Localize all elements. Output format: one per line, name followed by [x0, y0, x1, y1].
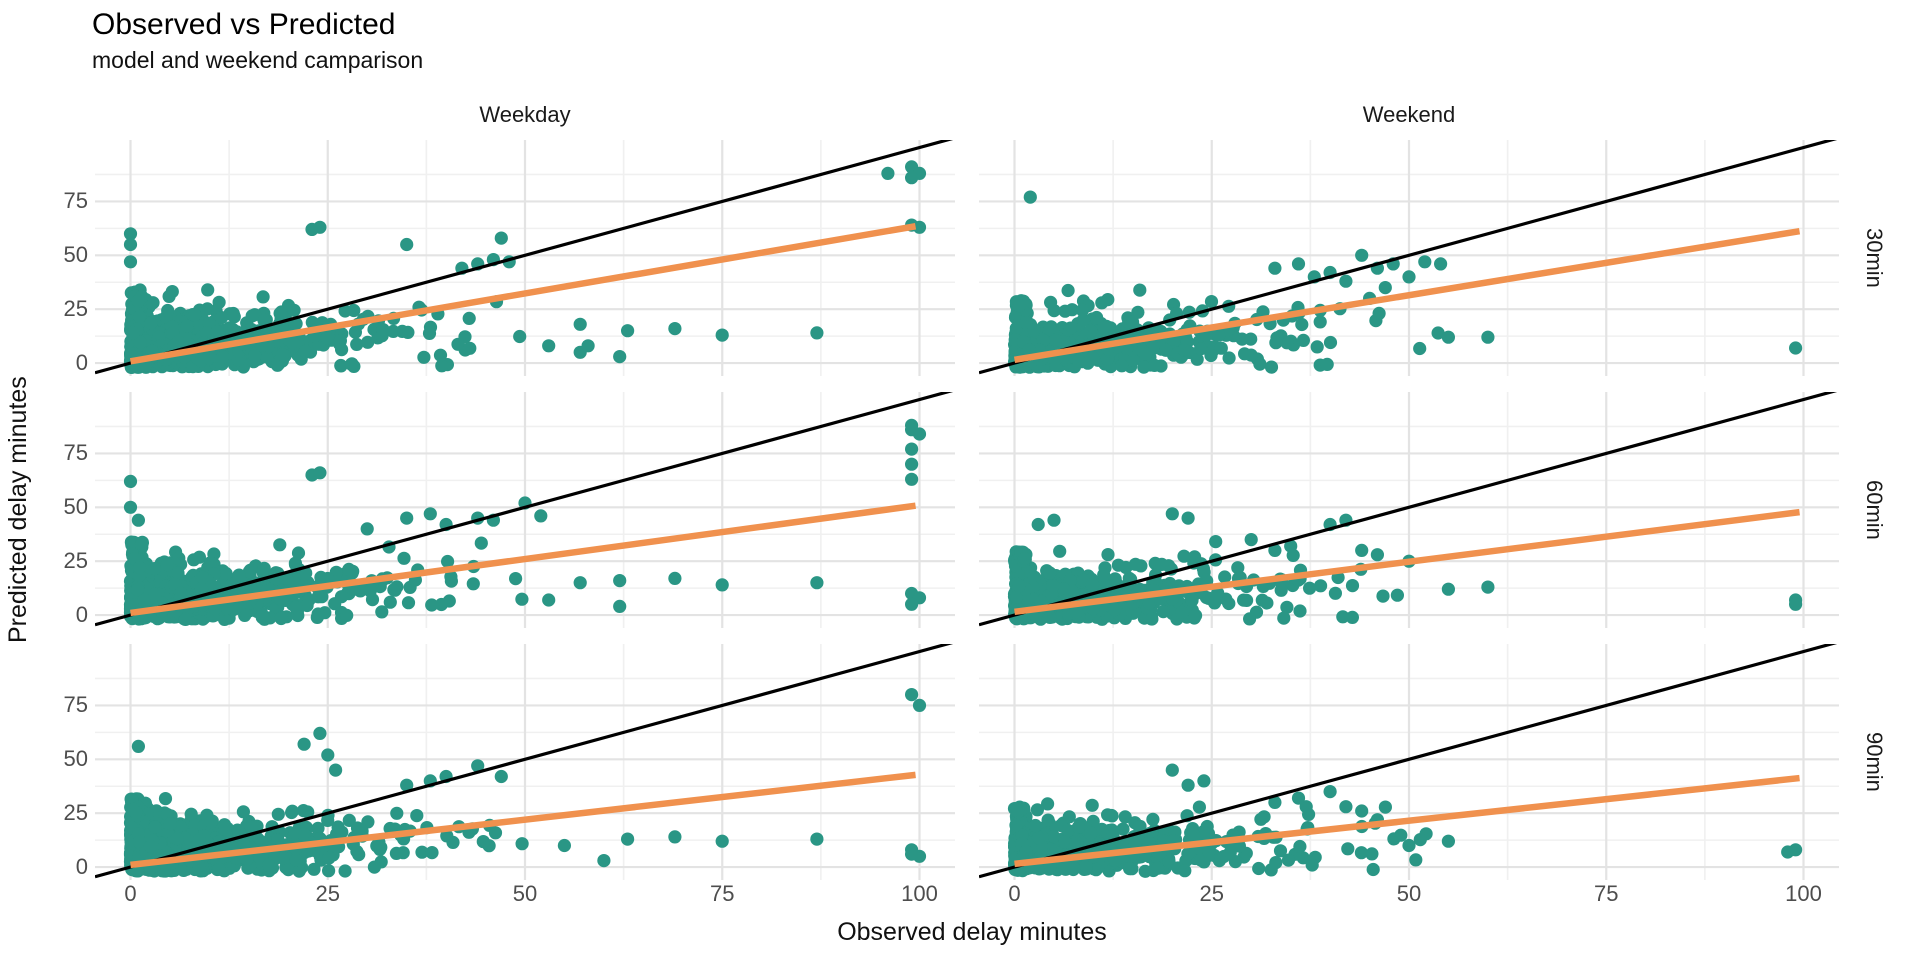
- identity-line: [95, 644, 954, 879]
- facet-col-strip-weekday: Weekday: [479, 102, 571, 127]
- y-axis-title: Predicted delay minutes: [4, 376, 32, 644]
- facet-row-strip-90min: 90min: [1862, 732, 1887, 792]
- x-tick-label: 50: [1396, 881, 1422, 906]
- scatter-panel-weekday-60min: [95, 392, 955, 628]
- x-tick-label: 50: [512, 881, 538, 906]
- y-tick-label: 75: [63, 188, 88, 214]
- regression-line: [130, 502, 916, 617]
- y-tick-label: 0: [75, 602, 88, 628]
- y-tick-label: 0: [75, 854, 88, 880]
- regression-line: [1014, 508, 1800, 616]
- y-tick-label: 0: [75, 350, 88, 376]
- chart-title: Observed vs Predicted: [92, 8, 396, 41]
- scatter-panel-weekend-90min: [979, 644, 1839, 880]
- x-axis-title: Observed delay minutes: [837, 918, 1107, 946]
- scatter-panel-weekend-60min: [979, 392, 1839, 628]
- y-tick-label: 75: [63, 440, 88, 466]
- y-tick-label: 25: [63, 296, 88, 322]
- scatter-panel-weekday-90min: [95, 644, 955, 880]
- x-tick-label: 25: [1199, 881, 1224, 906]
- identity-line: [979, 140, 1838, 375]
- x-tick-label: 0: [124, 881, 137, 906]
- x-tick-label: 0: [1008, 881, 1021, 906]
- identity-line: [95, 140, 954, 375]
- x-tick-label: 25: [315, 881, 340, 906]
- facet-row-strip-60min: 60min: [1862, 480, 1887, 540]
- y-tick-label: 50: [63, 494, 88, 520]
- facet-col-strip-weekend: Weekend: [1362, 102, 1456, 127]
- chart-subtitle: model and weekend camparison: [92, 47, 424, 73]
- identity-line: [979, 644, 1838, 879]
- x-tick-label: 100: [901, 881, 938, 906]
- y-tick-label: 25: [63, 800, 88, 826]
- x-tick-label: 75: [709, 881, 735, 906]
- identity-line: [979, 392, 1838, 627]
- scatter-panel-weekend-30min: [979, 140, 1839, 376]
- y-tick-label: 25: [63, 548, 88, 574]
- y-tick-label: 50: [63, 746, 88, 772]
- regression-line: [129, 223, 917, 365]
- y-tick-label: 50: [63, 242, 88, 268]
- identity-line: [95, 392, 954, 627]
- x-tick-label: 100: [1785, 881, 1822, 906]
- y-tick-label: 75: [63, 692, 88, 718]
- x-tick-label: 75: [1593, 881, 1619, 906]
- regression-line: [1014, 774, 1800, 868]
- scatter-panel-weekday-30min: [95, 140, 955, 376]
- regression-line: [130, 771, 916, 869]
- facet-row-strip-30min: 30min: [1862, 228, 1887, 288]
- regression-line: [1013, 227, 1801, 364]
